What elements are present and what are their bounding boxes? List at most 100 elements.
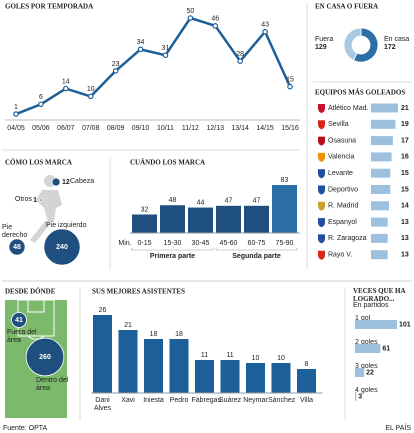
value-label: 15 (286, 76, 294, 83)
bar (355, 368, 365, 377)
x-tick-label: Dani Alves (93, 397, 112, 412)
point (162, 52, 169, 59)
x-tick-label: 0-15 (137, 240, 151, 247)
value-label: 47 (225, 198, 233, 205)
x-tick-label: Sánchez (268, 397, 296, 404)
bar (371, 103, 398, 113)
x-tick-label: 08/09 (107, 125, 125, 132)
bubble (51, 177, 61, 187)
x-tick-label: 12/13 (207, 125, 225, 132)
chart-title: GOLES POR TEMPORADA (5, 3, 93, 11)
value-label: 23 (112, 61, 120, 68)
value-label: 41 (15, 317, 23, 324)
point (137, 46, 144, 53)
axis-label: Min. (118, 240, 131, 247)
x-tick-label: 07/08 (82, 125, 100, 132)
value-label: 8 (305, 361, 309, 368)
category-label: Pie derecho (2, 224, 28, 239)
value-label: 240 (56, 244, 68, 251)
bubble (25, 337, 65, 377)
x-tick-label: 14/15 (256, 125, 274, 132)
chart-title: VECES QUE HA LOGRADO... (353, 287, 406, 303)
value-label: 31 (162, 45, 170, 52)
line (15, 16, 292, 116)
team-badge (318, 218, 325, 228)
x-tick-label: 09/10 (132, 125, 150, 132)
x-tick-label: 10/11 (157, 125, 174, 132)
point (112, 68, 119, 74)
value-label: 19 (401, 121, 409, 128)
bar (371, 168, 391, 178)
x-tick-label: Villa (299, 397, 314, 404)
slice-value: 172 (384, 44, 396, 51)
x-tick-label: Fàbregas (191, 397, 222, 404)
chart-title: EN CASA O FUERA (315, 3, 378, 11)
value-label: 47 (253, 198, 261, 205)
category-label: Atlético Mad. (328, 105, 369, 112)
value-label: 48 (13, 244, 21, 251)
category-label: Cabeza (70, 178, 95, 185)
category-label: Pie izquierdo (46, 222, 87, 229)
point (237, 58, 243, 64)
value-label: 10 (277, 355, 285, 362)
value-label: 13 (401, 219, 409, 226)
x-tick-label: Iniesta (143, 397, 164, 404)
x-tick-label: 30-45 (192, 240, 210, 247)
point (87, 93, 94, 100)
category-label: Dentro del área (36, 377, 69, 392)
value-label: 6 (39, 94, 43, 101)
value-label: 17 (401, 137, 409, 144)
x-tick-label: 15-30 (164, 240, 182, 247)
bubble (43, 228, 81, 266)
value-label: 1 (14, 104, 18, 111)
group-bracket (215, 248, 298, 251)
subtitle: En partidos (353, 302, 389, 309)
chart-title: EQUIPOS MÁS GOLEADOS (315, 89, 405, 97)
category-label: R. Madrid (328, 203, 358, 210)
bar (371, 119, 396, 129)
bar (118, 330, 138, 393)
value-label: 11 (201, 352, 208, 359)
value-label: 34 (137, 39, 145, 46)
bubble (11, 312, 27, 328)
category-label: 4 goles (355, 387, 378, 394)
bubble (39, 198, 43, 202)
x-tick-label: 05/06 (32, 125, 50, 132)
value-label: 16 (401, 154, 409, 161)
bar (371, 201, 389, 211)
x-tick-label: Pedro (169, 397, 189, 404)
team-badge (318, 185, 325, 195)
chart-title: CÓMO LOS MARCA (5, 159, 72, 167)
value-label: 18 (175, 331, 183, 338)
value-label: 46 (211, 16, 219, 23)
value-label: 50 (186, 8, 194, 15)
bar (144, 339, 163, 393)
group-label: Segunda parte (232, 253, 281, 260)
value-label: 14 (62, 78, 70, 85)
category-label: Espanyol (328, 219, 357, 226)
x-tick-label: 04/05 (7, 125, 25, 132)
x-tick-label: 15/16 (281, 125, 299, 132)
point (262, 28, 268, 35)
bar (246, 363, 265, 393)
category-label: Otros (14, 196, 32, 203)
value-label: 260 (39, 354, 51, 361)
category-label: Rayo V. (328, 252, 352, 259)
category-label: 2 goles (355, 339, 378, 346)
point (212, 23, 219, 29)
bar (355, 392, 357, 401)
point (187, 15, 194, 21)
point (63, 85, 69, 92)
category-label: Osasuna (328, 137, 356, 144)
bar (271, 363, 291, 393)
x-tick-label: Xavi (121, 397, 135, 404)
value-label: 15 (401, 170, 409, 177)
value-label: 21 (401, 105, 409, 112)
value-label: 48 (169, 197, 177, 204)
source: Fuente: OPTA (3, 425, 48, 432)
value-label: 3 (358, 393, 362, 400)
donut-slice (343, 27, 362, 61)
value-label: 15 (401, 186, 409, 193)
